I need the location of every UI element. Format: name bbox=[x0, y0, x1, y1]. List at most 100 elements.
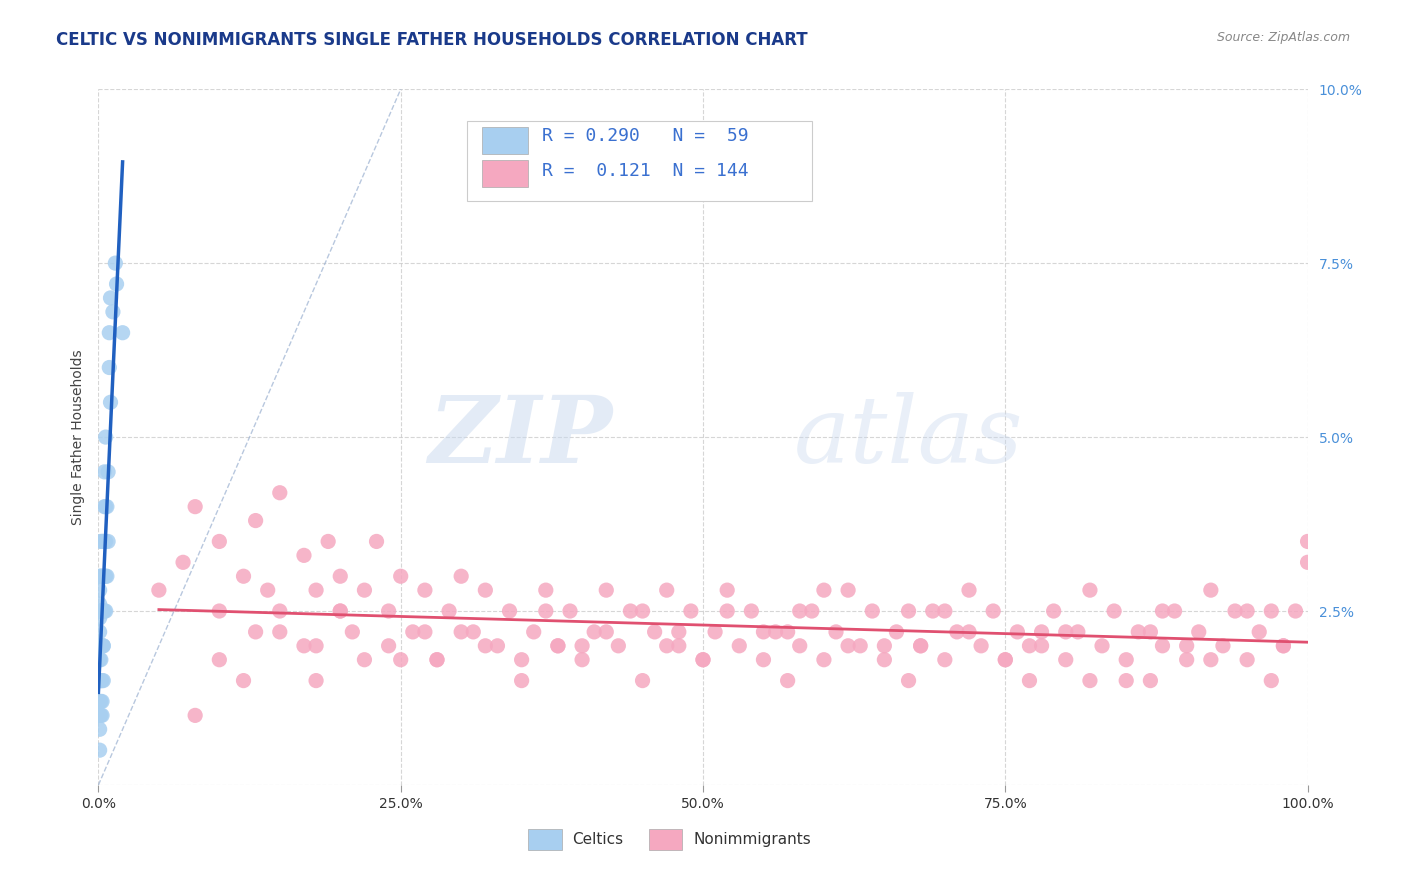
Point bbox=[1260, 673, 1282, 688]
Point bbox=[413, 583, 436, 598]
Point bbox=[813, 653, 835, 667]
Point bbox=[89, 673, 111, 688]
Point bbox=[90, 639, 112, 653]
Point bbox=[100, 395, 122, 409]
Point bbox=[377, 604, 399, 618]
Point bbox=[98, 360, 121, 375]
Point bbox=[1115, 653, 1137, 667]
Point bbox=[413, 624, 436, 639]
Point bbox=[245, 624, 267, 639]
Y-axis label: Single Father Households: Single Father Households bbox=[70, 350, 84, 524]
Point bbox=[837, 583, 859, 598]
Point bbox=[94, 604, 117, 618]
Point bbox=[1115, 673, 1137, 688]
Point bbox=[89, 624, 111, 639]
Point bbox=[800, 604, 823, 618]
Point bbox=[90, 694, 112, 708]
Point bbox=[994, 653, 1017, 667]
Point bbox=[208, 653, 231, 667]
Point bbox=[474, 583, 496, 598]
Point bbox=[269, 624, 291, 639]
Point bbox=[934, 604, 956, 618]
Point bbox=[1031, 624, 1053, 639]
Point bbox=[1175, 639, 1198, 653]
Point bbox=[534, 583, 557, 598]
Point bbox=[91, 569, 114, 583]
Point bbox=[644, 624, 666, 639]
Point bbox=[377, 639, 399, 653]
Point bbox=[91, 534, 114, 549]
Point bbox=[90, 534, 112, 549]
Point bbox=[89, 611, 111, 625]
Point bbox=[389, 569, 412, 583]
Point bbox=[292, 549, 315, 563]
Point bbox=[946, 624, 969, 639]
Point bbox=[728, 639, 751, 653]
Point bbox=[93, 465, 115, 479]
Point bbox=[94, 500, 117, 514]
Point bbox=[366, 534, 388, 549]
Point bbox=[1272, 639, 1295, 653]
Point bbox=[655, 583, 678, 598]
Point bbox=[849, 639, 872, 653]
Point bbox=[1236, 604, 1258, 618]
Point bbox=[752, 624, 775, 639]
Point bbox=[1102, 604, 1125, 618]
Text: Celtics: Celtics bbox=[572, 831, 623, 847]
Text: CELTIC VS NONIMMIGRANTS SINGLE FATHER HOUSEHOLDS CORRELATION CHART: CELTIC VS NONIMMIGRANTS SINGLE FATHER HO… bbox=[56, 31, 808, 49]
Point bbox=[184, 708, 207, 723]
Point bbox=[111, 326, 134, 340]
Point bbox=[1272, 639, 1295, 653]
Point bbox=[89, 694, 111, 708]
Point bbox=[1284, 604, 1306, 618]
Point bbox=[91, 604, 114, 618]
Point bbox=[668, 639, 690, 653]
Point bbox=[342, 624, 364, 639]
Point bbox=[98, 326, 121, 340]
Point bbox=[91, 569, 114, 583]
Point bbox=[897, 673, 920, 688]
Point bbox=[897, 604, 920, 618]
Point bbox=[89, 604, 111, 618]
Point bbox=[583, 624, 606, 639]
Point bbox=[716, 604, 738, 618]
Point bbox=[1163, 604, 1185, 618]
Point bbox=[1152, 604, 1174, 618]
Point bbox=[813, 583, 835, 598]
Point bbox=[89, 569, 111, 583]
Point bbox=[873, 653, 896, 667]
Point bbox=[426, 653, 449, 667]
Point bbox=[93, 500, 115, 514]
Point bbox=[679, 604, 702, 618]
Point bbox=[90, 708, 112, 723]
Point bbox=[256, 583, 278, 598]
Point bbox=[402, 624, 425, 639]
Point bbox=[970, 639, 993, 653]
Point bbox=[1199, 653, 1222, 667]
Point bbox=[172, 555, 194, 569]
Point bbox=[752, 653, 775, 667]
Point bbox=[957, 624, 980, 639]
Point bbox=[957, 583, 980, 598]
Point bbox=[184, 500, 207, 514]
Text: Nonimmigrants: Nonimmigrants bbox=[693, 831, 811, 847]
Point bbox=[910, 639, 932, 653]
Point bbox=[1042, 604, 1064, 618]
Point bbox=[91, 639, 114, 653]
Point bbox=[91, 604, 114, 618]
Point bbox=[1249, 624, 1271, 639]
Point bbox=[547, 639, 569, 653]
Point bbox=[1018, 639, 1040, 653]
Point bbox=[523, 624, 546, 639]
Point bbox=[789, 639, 811, 653]
Point bbox=[837, 639, 859, 653]
Point bbox=[607, 639, 630, 653]
Point bbox=[1054, 653, 1077, 667]
Point bbox=[1212, 639, 1234, 653]
Point bbox=[90, 653, 112, 667]
FancyBboxPatch shape bbox=[482, 161, 527, 186]
Point bbox=[94, 569, 117, 583]
Point bbox=[873, 639, 896, 653]
Text: Source: ZipAtlas.com: Source: ZipAtlas.com bbox=[1216, 31, 1350, 45]
Point bbox=[269, 485, 291, 500]
